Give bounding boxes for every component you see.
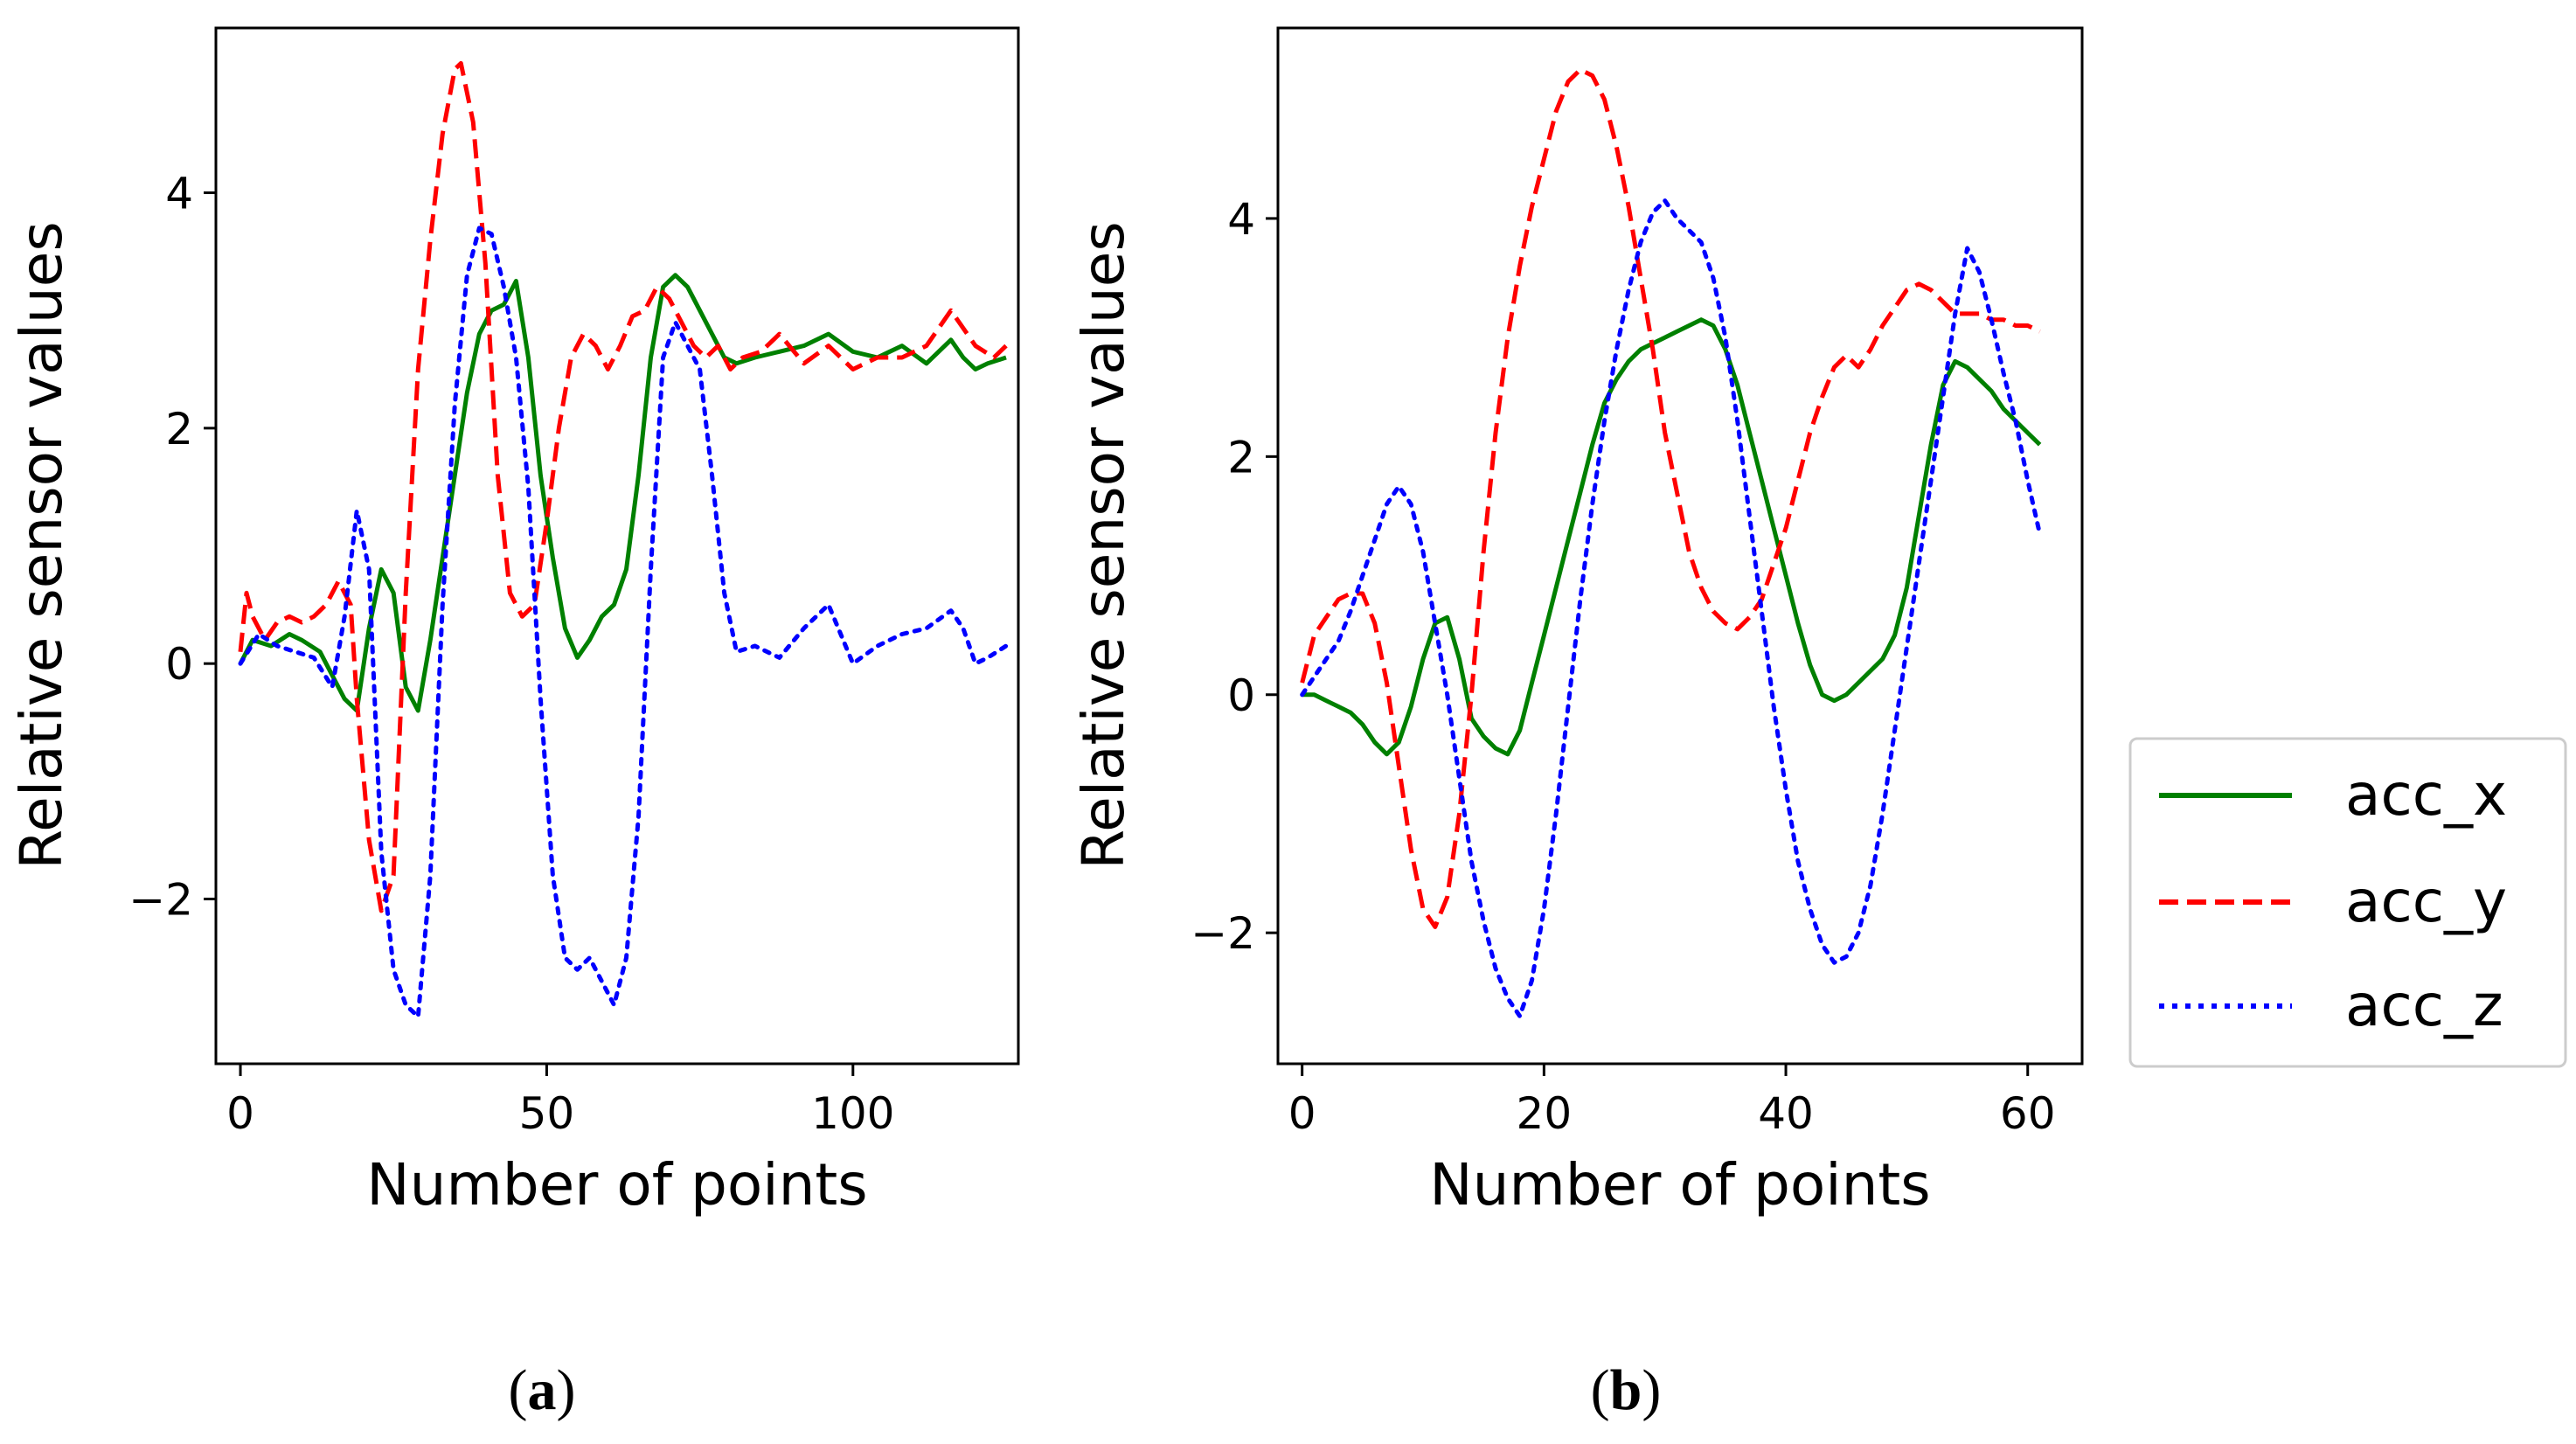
panel-b-x-axis-label: Number of points (1429, 1151, 1930, 1218)
panel-a-y-axis-label: Relative sensor values (8, 221, 75, 870)
panel-a-x-tick-label: 0 (226, 1088, 254, 1139)
panel-b-series-acc-z-line (1300, 198, 2043, 1018)
panel-b-tick-layer: 0 20 40 60 −2 0 2 4 (1191, 194, 2055, 1139)
panel-b-y-tick-label: −2 (1191, 908, 1255, 959)
panel-a: 0 50 100 −2 0 2 4 Number of points Relative se… (8, 26, 1020, 1422)
panel-a-series-acc-z-line (238, 226, 1009, 1019)
panel-b-y-tick-label: 0 (1227, 670, 1255, 721)
panel-b-x-tick-label: 20 (1517, 1088, 1573, 1139)
legend-label-acc-y: acc_y (2345, 868, 2507, 935)
panel-a-x-tick-label: 50 (519, 1088, 575, 1139)
panel-b-x-tick-label: 40 (1758, 1088, 1814, 1139)
panel-b-y-tick-label: 4 (1227, 194, 1255, 245)
panel-b-caption: (b) (1591, 1358, 1662, 1422)
panel-a-y-tick-label: −2 (128, 874, 193, 925)
panel-b-series-acc-y-line (1300, 67, 2041, 929)
panel-b-series-layer (1300, 67, 2043, 1018)
panel-a-series-acc-x-line (238, 273, 1007, 713)
panel-a-series-acc-y-line (238, 60, 1008, 913)
legend-label-acc-x: acc_x (2345, 761, 2507, 829)
panel-a-x-tick-label: 100 (811, 1088, 894, 1139)
panel-a-y-tick-label: 2 (165, 404, 193, 455)
panel-a-tick-layer: 0 50 100 −2 0 2 4 (128, 169, 894, 1139)
panel-a-plot-frame (214, 26, 1020, 1066)
legend: acc_x acc_y acc_z (2128, 737, 2567, 1068)
panel-a-y-tick-label: 0 (165, 639, 193, 690)
panel-a-x-axis-label: Number of points (366, 1151, 867, 1218)
legend-label-acc-z: acc_z (2345, 972, 2503, 1039)
panel-b: 0 20 40 60 −2 0 2 4 Number of points Relative s… (1070, 26, 2084, 1422)
panel-b-series-acc-x-line (1302, 317, 2042, 757)
panel-b-x-tick-label: 60 (2000, 1088, 2056, 1139)
legend-box (2128, 737, 2567, 1068)
panel-b-y-axis-label: Relative sensor values (1070, 221, 1137, 870)
panel-a-series-layer (238, 60, 1009, 1019)
panel-a-caption: (a) (509, 1358, 576, 1422)
panel-a-y-tick-label: 4 (165, 169, 193, 219)
panel-b-x-tick-label: 0 (1288, 1088, 1316, 1139)
panel-b-plot-frame (1276, 26, 2084, 1066)
panel-b-y-tick-label: 2 (1227, 432, 1255, 482)
